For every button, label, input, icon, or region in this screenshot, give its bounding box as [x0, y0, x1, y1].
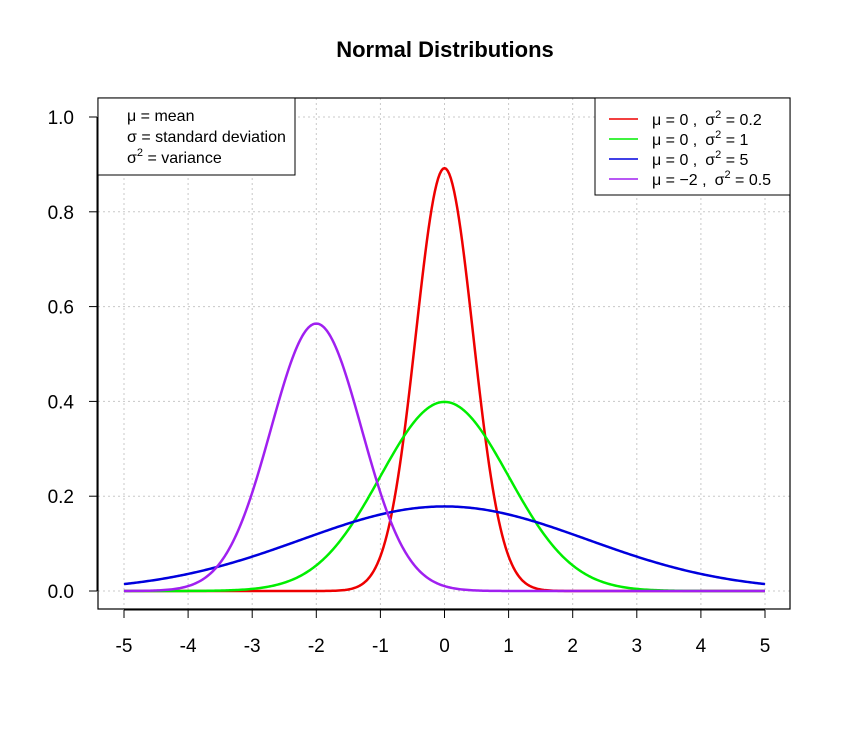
legend-value: = 5 [721, 152, 748, 169]
y-tick-label: 1.0 [48, 108, 74, 129]
notes-frame [97, 97, 296, 176]
notes-text: = standard deviation [137, 129, 286, 146]
legend-sigma: σ [705, 152, 715, 169]
x-axis: -5 -4 -3 -2 -1 0 1 2 3 4 5 [116, 609, 771, 657]
plot-frame [97, 97, 791, 610]
legend-value: = 0.5 [731, 172, 772, 189]
legend-label: μ = −2 , σ2 = 0.5 [652, 169, 771, 189]
notes-item: μ = mean [127, 108, 194, 125]
notes-item: σ2 = variance [127, 147, 222, 167]
notes-symbol: σ [127, 150, 137, 167]
y-tick-label: 0.0 [48, 582, 74, 603]
x-tick-label: -2 [308, 636, 325, 657]
legend-mu: μ = −2 , [652, 172, 707, 189]
notes-superscript: 2 [137, 147, 143, 159]
legend-label: μ = 0 , σ2 = 0.2 [652, 109, 762, 129]
legend-superscript: 2 [715, 149, 721, 161]
legend-mu: μ = 0 , [652, 132, 697, 149]
x-tick-label: 0 [439, 636, 450, 657]
notes-item: σ = standard deviation [127, 129, 286, 146]
x-tick-label: -3 [244, 636, 261, 657]
y-tick-label: 0.8 [48, 203, 74, 224]
y-tick-label: 0.6 [48, 298, 74, 319]
legend-superscript: 2 [715, 109, 721, 121]
legend-superscript: 2 [715, 129, 721, 141]
chart-title: Normal Distributions [336, 37, 554, 62]
legend-value: = 1 [721, 132, 748, 149]
legend-value: = 0.2 [721, 112, 762, 129]
legend-mu: μ = 0 , [652, 112, 697, 129]
y-tick-label: 0.4 [48, 392, 75, 413]
series-line-3 [123, 322, 765, 593]
series-line-2 [123, 505, 766, 586]
curves [123, 166, 766, 593]
notes-text: = mean [136, 108, 194, 125]
legend-sigma: σ [705, 112, 715, 129]
x-tick-label: 5 [760, 636, 771, 657]
legend-sigma: σ [705, 132, 715, 149]
x-tick-label: -5 [116, 636, 133, 657]
legend-label: μ = 0 , σ2 = 5 [652, 149, 748, 169]
x-tick-label: 2 [567, 636, 578, 657]
notes-text: = variance [143, 150, 222, 167]
legend-superscript: 2 [724, 169, 730, 181]
legend: μ = 0 , σ2 = 0.2μ = 0 , σ2 = 1μ = 0 , σ2 = … [594, 97, 791, 196]
legend-mu: μ = 0 , [652, 152, 697, 169]
notes-symbol: μ [127, 108, 136, 125]
x-tick-label: -1 [372, 636, 389, 657]
x-tick-label: 4 [696, 636, 707, 657]
y-axis: 0.0 0.2 0.4 0.6 0.8 1.0 [48, 108, 98, 603]
x-tick-label: 1 [503, 636, 514, 657]
x-tick-label: 3 [632, 636, 643, 657]
notes-symbol: σ [127, 129, 137, 146]
legend-label: μ = 0 , σ2 = 1 [652, 129, 748, 149]
y-tick-label: 0.2 [48, 487, 74, 508]
x-tick-label: -4 [180, 636, 197, 657]
legend-sigma: σ [715, 172, 725, 189]
